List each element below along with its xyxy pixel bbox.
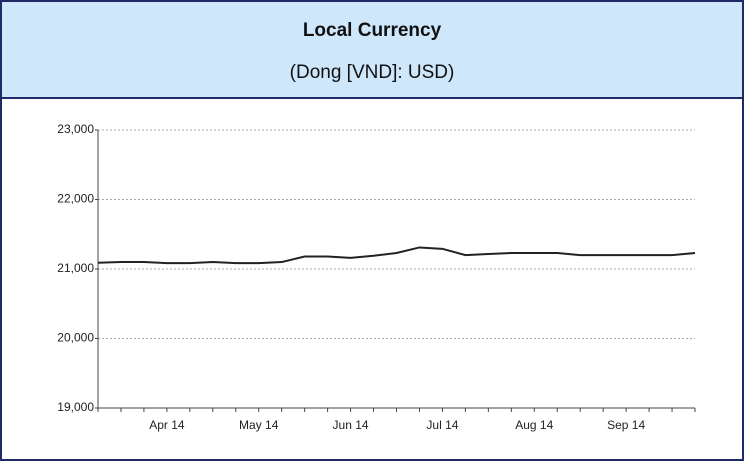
- chart-subtitle: (Dong [VND]: USD): [289, 62, 455, 83]
- y-tick-label: 23,000: [57, 122, 94, 136]
- line-series: [97, 246, 696, 265]
- y-tick-label: 22,000: [57, 192, 94, 206]
- header: Local Currency (Dong [VND]: USD): [2, 2, 742, 99]
- chart-title: Local Currency: [302, 20, 442, 41]
- y-tick-label: 19,000: [57, 400, 94, 414]
- x-tick-label: Aug 14: [515, 418, 553, 432]
- y-tick-label: 20,000: [57, 331, 94, 345]
- x-tick-label: Apr 14: [149, 418, 185, 432]
- chart: 19,000 20,000 21,000 22,000 23,000 Apr 14 May …: [57, 122, 696, 432]
- x-tick-label: Jul 14: [426, 418, 458, 432]
- x-tick-label: May 14: [239, 418, 279, 432]
- y-tick-label: 21,000: [57, 261, 94, 275]
- x-tick-label: Sep 14: [607, 418, 645, 432]
- x-tick-label: Jun 14: [333, 418, 369, 432]
